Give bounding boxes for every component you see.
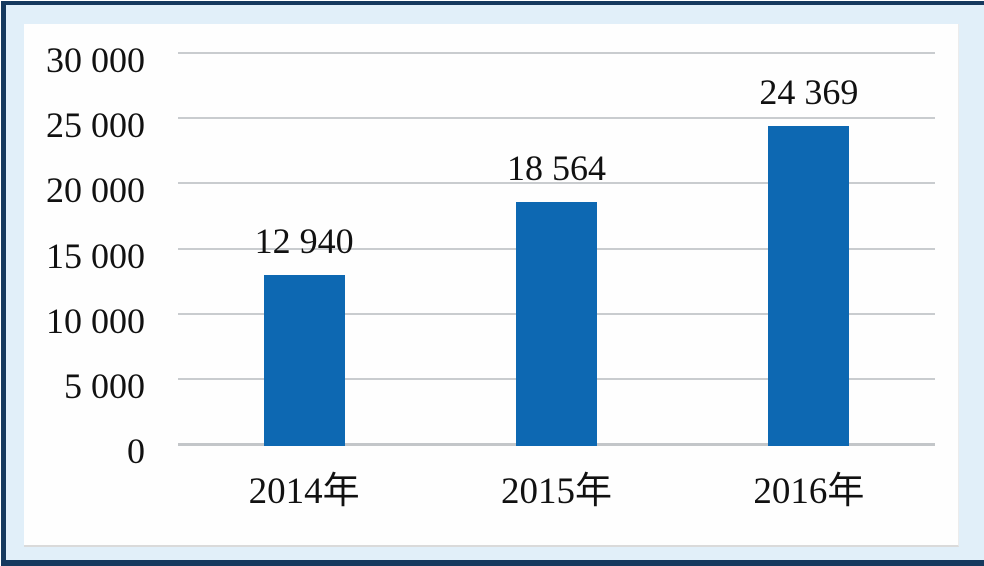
y-tick-label: 30 000: [46, 40, 145, 80]
bar-2014: [263, 275, 345, 446]
bar-value-label: 18 564: [507, 148, 606, 189]
bar-value-label: 24 369: [759, 72, 859, 113]
y-tick-label: 20 000: [46, 170, 145, 211]
bar-value-label: 12 940: [254, 221, 354, 262]
x-tick-label: 2015年: [501, 471, 612, 512]
bar-2016: [768, 126, 850, 446]
chart-panel: 0 5 000 10 000 15 000 20 000 25 000 30 000 12 9…: [24, 24, 959, 547]
y-tick-label: 15 000: [46, 235, 145, 276]
y-tick-label: 0: [127, 431, 145, 471]
x-tick-label: 2014年: [248, 471, 360, 512]
x-tick-label: 2016年: [753, 471, 865, 512]
y-tick-label: 5 000: [64, 365, 145, 406]
y-tick-label: 25 000: [46, 105, 145, 146]
y-tick-label: 10 000: [46, 300, 145, 341]
bar-2015: [516, 202, 597, 446]
plot-gridline: [178, 117, 935, 120]
plot-gridline: [178, 182, 935, 185]
plot-gridline: [178, 52, 935, 54]
